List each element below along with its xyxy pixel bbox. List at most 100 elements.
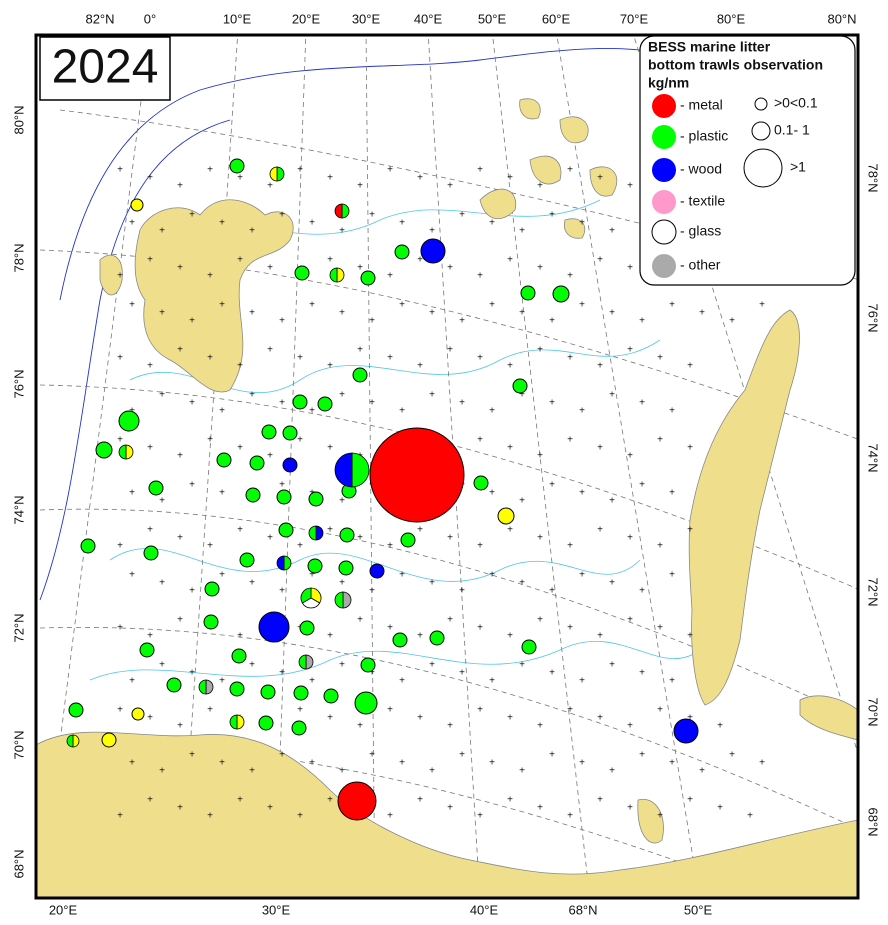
- station: +: [369, 750, 375, 761]
- station: +: [207, 435, 213, 446]
- station: +: [549, 316, 555, 327]
- bottom-label: 50°E: [684, 902, 713, 917]
- station: +: [429, 660, 435, 671]
- station: +: [249, 226, 255, 237]
- station: +: [609, 578, 615, 589]
- station: +: [129, 676, 135, 687]
- litter-symbol: [139, 642, 155, 658]
- station: +: [537, 181, 543, 192]
- station: +: [519, 390, 525, 401]
- litter-slice: [269, 166, 278, 182]
- station: +: [639, 750, 645, 761]
- station: +: [159, 578, 165, 589]
- right-label: 68°N: [866, 807, 881, 836]
- litter-slice: [308, 525, 317, 541]
- station: +: [327, 361, 333, 372]
- station: +: [699, 766, 705, 777]
- year: 2024: [52, 41, 159, 94]
- station: +: [609, 308, 615, 319]
- station: +: [627, 615, 633, 626]
- station: +: [117, 705, 123, 716]
- legend-label: - glass: [680, 223, 721, 239]
- station: +: [657, 811, 663, 822]
- litter-slice: [341, 203, 350, 219]
- station: +: [117, 165, 123, 176]
- station: +: [597, 255, 603, 266]
- station: +: [417, 525, 423, 536]
- station: +: [447, 721, 453, 732]
- station: +: [399, 758, 405, 769]
- station: +: [459, 586, 465, 597]
- station: +: [429, 308, 435, 319]
- litter-symbol: [360, 270, 376, 286]
- station: +: [537, 533, 543, 544]
- litter-symbol: [369, 563, 385, 579]
- station: +: [657, 705, 663, 716]
- litter-symbol: [231, 648, 247, 664]
- station: +: [549, 750, 555, 761]
- station: +: [339, 390, 345, 401]
- station: +: [579, 300, 585, 311]
- depth-contour: [39, 119, 231, 601]
- litter-symbol: [338, 560, 354, 576]
- station: +: [639, 480, 645, 491]
- litter-symbol: [249, 455, 265, 471]
- litter-symbol: [278, 522, 294, 538]
- station: +: [399, 676, 405, 687]
- station: +: [759, 758, 765, 769]
- station: +: [609, 496, 615, 507]
- station: +: [759, 300, 765, 311]
- station: +: [129, 300, 135, 311]
- station: +: [177, 615, 183, 626]
- station: +: [507, 173, 513, 184]
- station: +: [159, 660, 165, 671]
- station: +: [729, 316, 735, 327]
- station: +: [249, 390, 255, 401]
- litter-symbol: [204, 581, 220, 597]
- top-label: 20°E: [292, 11, 321, 26]
- litter-symbol: [473, 475, 489, 491]
- litter-symbol: [307, 558, 323, 574]
- litter-symbol: [292, 394, 308, 410]
- legend-label: - metal: [680, 97, 723, 113]
- station: +: [369, 586, 375, 597]
- litter-symbol: [420, 238, 446, 264]
- station: +: [297, 435, 303, 446]
- litter-symbol: [400, 532, 416, 548]
- station: +: [177, 451, 183, 462]
- station: +: [669, 676, 675, 687]
- station: +: [219, 570, 225, 581]
- station: +: [207, 705, 213, 716]
- litter-symbol: [512, 378, 528, 394]
- litter-slice: [72, 734, 80, 748]
- station: +: [627, 181, 633, 192]
- station: +: [429, 578, 435, 589]
- legend-title: kg/nm: [648, 75, 689, 91]
- station: +: [477, 541, 483, 552]
- legend-label: - plastic: [680, 128, 728, 144]
- station: +: [159, 496, 165, 507]
- station: +: [399, 300, 405, 311]
- top-label: 80°N: [827, 11, 856, 26]
- litter-symbol: [360, 657, 376, 673]
- station: +: [609, 766, 615, 777]
- station: +: [507, 525, 513, 536]
- litter-slice: [198, 679, 207, 695]
- station: +: [177, 533, 183, 544]
- station: +: [537, 451, 543, 462]
- litter-symbol: [339, 527, 355, 543]
- station: +: [117, 623, 123, 634]
- litter-symbol: [352, 367, 368, 383]
- litter-symbol: [68, 702, 84, 718]
- station: +: [249, 308, 255, 319]
- station: +: [249, 766, 255, 777]
- station: +: [567, 271, 573, 282]
- graticule: [365, 35, 376, 898]
- size-label: 0.1- 1: [774, 122, 810, 138]
- station: +: [237, 173, 243, 184]
- station: +: [237, 255, 243, 266]
- top-label: 10°E: [223, 11, 252, 26]
- station: +: [507, 361, 513, 372]
- station: +: [489, 218, 495, 229]
